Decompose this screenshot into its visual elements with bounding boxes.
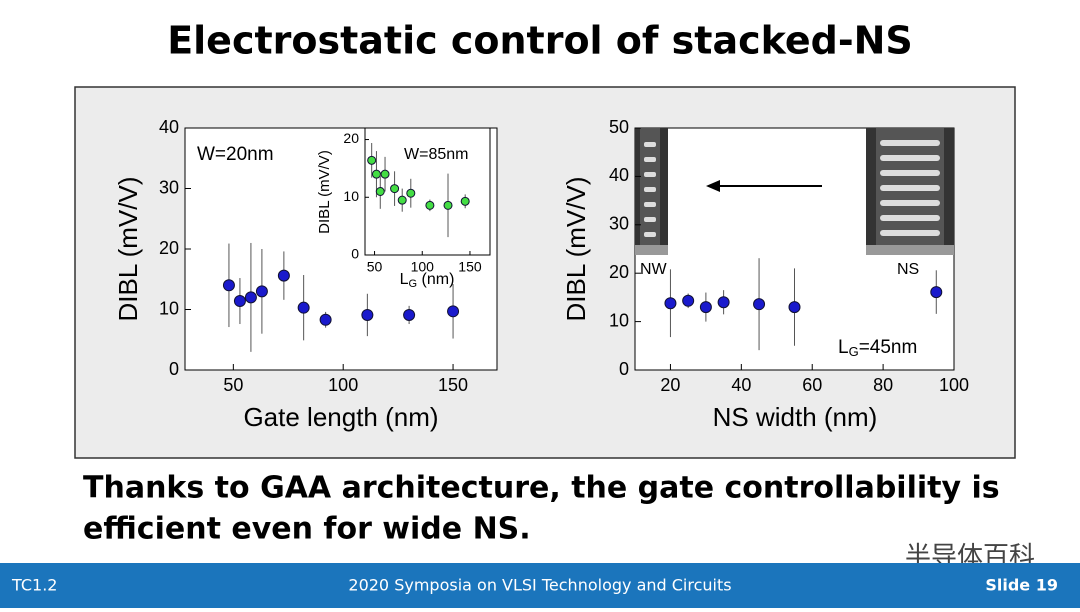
x-tick-label: 40 xyxy=(731,375,751,395)
annotation-part: L xyxy=(838,337,849,358)
data-point xyxy=(371,169,381,179)
y-tick-label: 40 xyxy=(159,117,179,137)
y-axis-label: DIBL (mV/V) xyxy=(561,177,591,322)
caption-line: efficient even for wide NS. xyxy=(83,512,531,547)
caption-line: Thanks to GAA architecture, the gate con… xyxy=(83,471,1000,506)
annotation: NS xyxy=(897,261,919,278)
data-point xyxy=(233,295,246,308)
y-tick-label: 20 xyxy=(159,238,179,258)
footer-center: 2020 Symposia on VLSI Technology and Cir… xyxy=(348,576,731,595)
data-point xyxy=(664,297,677,310)
footer-left: TC1.2 xyxy=(11,576,57,595)
annotation-sub: G xyxy=(849,344,859,359)
data-point xyxy=(460,196,470,206)
data-point xyxy=(297,301,310,314)
data-point xyxy=(390,184,400,194)
y-tick-label: 50 xyxy=(609,117,629,137)
x-axis-label-part: (nm) xyxy=(417,271,454,288)
data-point xyxy=(361,308,374,321)
data-point xyxy=(397,195,407,205)
y-tick-label: 10 xyxy=(609,310,629,330)
y-tick-label: 0 xyxy=(169,359,179,379)
nw-image xyxy=(635,128,668,255)
data-point xyxy=(403,308,416,321)
footer-bar xyxy=(0,563,1080,608)
x-tick-label: 100 xyxy=(328,375,358,395)
data-point xyxy=(447,305,460,318)
data-point xyxy=(930,286,943,299)
data-point xyxy=(367,155,377,165)
data-point xyxy=(277,269,290,282)
y-tick-label: 0 xyxy=(351,246,359,262)
ns-image xyxy=(866,128,954,255)
x-tick-label: 20 xyxy=(660,375,680,395)
y-axis-label: DIBL (mV/V) xyxy=(316,150,333,234)
data-point xyxy=(319,313,332,326)
x-tick-label: 150 xyxy=(458,258,482,274)
annotation: W=20nm xyxy=(197,144,274,165)
data-point xyxy=(682,294,695,307)
shrink-arrow xyxy=(706,180,822,192)
data-point xyxy=(717,296,730,309)
data-point xyxy=(222,279,235,292)
x-axis-label: NS width (nm) xyxy=(713,402,878,432)
x-tick-label: 100 xyxy=(939,375,969,395)
inset-plot-area xyxy=(364,127,491,256)
x-tick-label: 80 xyxy=(873,375,893,395)
annotation: W=85nm xyxy=(404,146,468,163)
data-point xyxy=(244,291,257,304)
x-axis-label: LG (nm) xyxy=(400,271,455,290)
annotation-part: =45nm xyxy=(859,337,918,358)
x-tick-label: 60 xyxy=(802,375,822,395)
data-point xyxy=(443,200,453,210)
x-tick-label: 50 xyxy=(367,258,383,274)
x-tick-label: 100 xyxy=(411,258,435,274)
data-point xyxy=(375,187,385,196)
annotation: NW xyxy=(640,261,668,278)
data-point xyxy=(753,298,766,311)
y-tick-label: 30 xyxy=(609,214,629,234)
data-point xyxy=(406,188,416,198)
data-point xyxy=(788,301,801,314)
y-tick-label: 30 xyxy=(159,177,179,197)
x-tick-label: 150 xyxy=(438,375,468,395)
annotation: LG=45nm xyxy=(838,337,917,359)
data-point xyxy=(425,200,435,210)
x-tick-label: 50 xyxy=(223,375,243,395)
x-axis-label: Gate length (nm) xyxy=(243,402,438,432)
y-axis-label: DIBL (mV/V) xyxy=(113,177,143,322)
data-point xyxy=(699,301,712,314)
x-axis-label-sub: G xyxy=(409,278,418,290)
y-tick-label: 10 xyxy=(159,298,179,318)
y-tick-label: 20 xyxy=(609,262,629,282)
x-axis-label-part: L xyxy=(400,271,409,288)
y-tick-label: 10 xyxy=(343,188,359,204)
footer-right: Slide 19 xyxy=(985,576,1058,595)
slide-title: Electrostatic control of stacked-NS xyxy=(167,19,913,63)
y-tick-label: 0 xyxy=(619,359,629,379)
y-tick-label: 20 xyxy=(343,130,359,146)
y-tick-label: 40 xyxy=(609,165,629,185)
data-point xyxy=(380,169,390,179)
data-point xyxy=(255,285,268,298)
